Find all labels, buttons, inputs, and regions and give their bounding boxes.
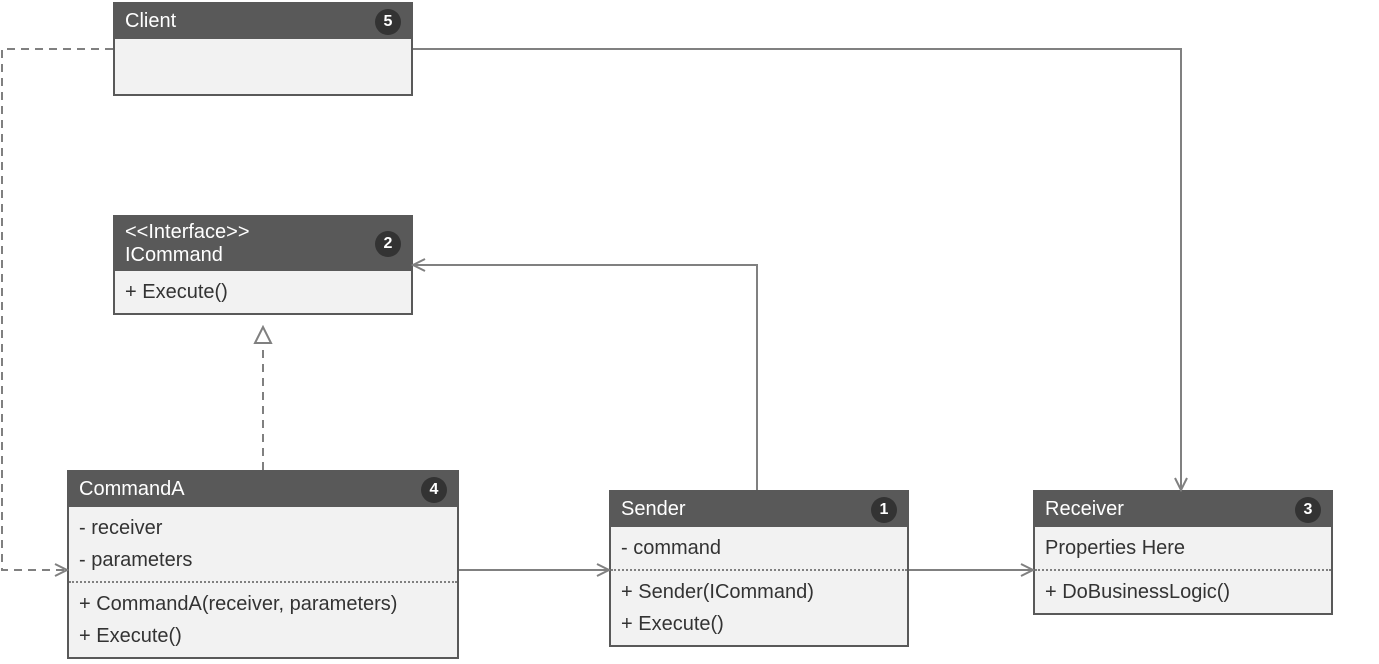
uml-section: + Execute() [115,271,411,313]
uml-title: ICommand [125,244,401,267]
uml-member: + Execute() [621,608,897,640]
uml-member: - parameters [79,544,447,576]
uml-title: Receiver [1045,498,1321,521]
uml-member: + Execute() [79,620,447,652]
uml-section: - command [611,527,907,569]
badge: 4 [421,477,447,503]
uml-title: Sender [621,498,897,521]
edge-sender-icommand [413,265,757,490]
uml-title: CommandA [79,478,447,501]
uml-stereotype: <<Interface>> [125,221,401,244]
edge-client-receiver [413,49,1181,490]
uml-body [115,39,411,94]
uml-member: + Sender(ICommand) [621,576,897,608]
uml-header: CommandA 4 [69,472,457,507]
uml-member: + DoBusinessLogic() [1045,576,1321,608]
uml-title: Client [125,10,401,33]
uml-header: Receiver 3 [1035,492,1331,527]
uml-node-icommand: <<Interface>> ICommand 2 + Execute() [113,215,413,315]
uml-member: - receiver [79,512,447,544]
badge: 5 [375,9,401,35]
uml-node-commanda: CommandA 4 - receiver - parameters + Com… [67,470,459,659]
uml-body: - receiver - parameters + CommandA(recei… [69,507,457,657]
uml-section: Properties Here [1035,527,1331,569]
uml-member: + Execute() [125,276,401,308]
uml-body: Properties Here + DoBusinessLogic() [1035,527,1331,613]
uml-section: + DoBusinessLogic() [1035,571,1331,613]
uml-member: + CommandA(receiver, parameters) [79,588,447,620]
uml-body: + Execute() [115,271,411,313]
uml-member: - command [621,532,897,564]
badge: 3 [1295,497,1321,523]
uml-header: Sender 1 [611,492,907,527]
badge: 1 [871,497,897,523]
uml-header: <<Interface>> ICommand 2 [115,217,411,271]
uml-section: + CommandA(receiver, parameters) + Execu… [69,583,457,657]
uml-body: - command + Sender(ICommand) + Execute() [611,527,907,645]
uml-member: Properties Here [1045,532,1321,564]
uml-node-sender: Sender 1 - command + Sender(ICommand) + … [609,490,909,647]
uml-header: Client 5 [115,4,411,39]
uml-node-client: Client 5 [113,2,413,96]
badge: 2 [375,231,401,257]
uml-section: + Sender(ICommand) + Execute() [611,571,907,645]
uml-node-receiver: Receiver 3 Properties Here + DoBusinessL… [1033,490,1333,615]
uml-section: - receiver - parameters [69,507,457,581]
